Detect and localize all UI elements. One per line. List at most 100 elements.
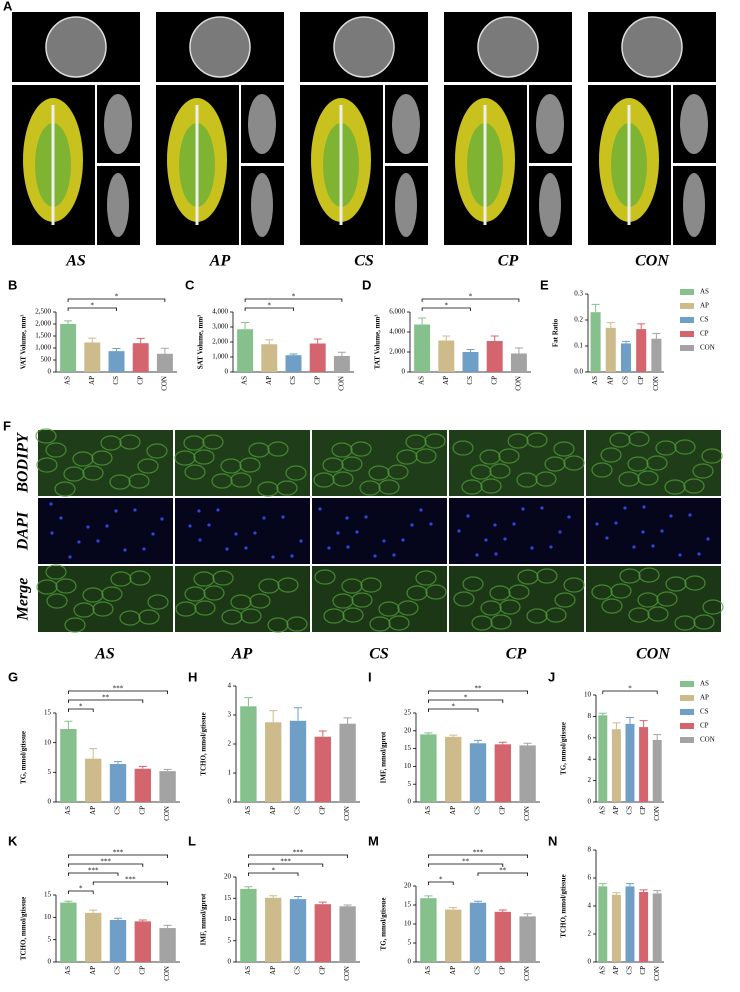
- adipocyte: [405, 434, 427, 450]
- adipocyte: [193, 449, 215, 465]
- bar: [420, 898, 437, 962]
- adipocyte: [674, 439, 696, 455]
- legend-label: AS: [700, 680, 709, 688]
- bar: [494, 744, 511, 802]
- nucleus: [373, 554, 377, 558]
- nucleus: [632, 545, 636, 549]
- adipocyte: [368, 465, 390, 481]
- significance-bracket: [67, 307, 117, 311]
- ct-sagittal-body: [107, 173, 129, 237]
- y-tick-label: 10: [44, 738, 52, 746]
- y-axis-label: SAT Volume, mm³: [197, 315, 205, 370]
- nucleus: [216, 508, 220, 512]
- nucleus: [475, 553, 479, 557]
- error-bar: [612, 892, 621, 895]
- adipocyte: [82, 465, 104, 481]
- adipocyte: [601, 598, 623, 614]
- bar: [469, 743, 487, 802]
- x-tick-label: AP: [612, 806, 620, 815]
- x-tick-label: CON: [523, 806, 531, 821]
- y-tick-label: 2: [588, 776, 592, 784]
- y-tick-label: 8: [588, 712, 592, 720]
- nucleus: [429, 522, 433, 526]
- x-tick-label: AP: [89, 966, 97, 975]
- y-tick-label: 4: [588, 902, 592, 910]
- bar: [85, 912, 102, 962]
- y-tick-label: 0: [48, 958, 52, 966]
- ct-sagittal-body: [395, 173, 417, 237]
- panel-letter: L: [188, 833, 196, 848]
- error-bar: [64, 900, 73, 903]
- legend-swatch: [680, 345, 694, 351]
- bar: [109, 920, 127, 962]
- significance-bracket: [68, 890, 94, 894]
- error-bar: [64, 320, 73, 324]
- y-tick-label: 4: [228, 682, 232, 690]
- y-tick-label: 0: [48, 798, 52, 806]
- adipocyte: [507, 433, 529, 449]
- adipocyte: [184, 464, 206, 480]
- adipocyte: [110, 571, 132, 587]
- significance-bracket: [428, 708, 479, 712]
- group-label: CS: [369, 646, 389, 663]
- significance-label: ***: [125, 876, 136, 884]
- adipocyte: [239, 457, 261, 473]
- adipocyte: [692, 463, 714, 479]
- adipocyte: [655, 440, 677, 456]
- micrograph: [449, 498, 584, 564]
- bar: [639, 892, 649, 962]
- error-bar: [64, 720, 73, 730]
- adipocyte: [618, 471, 640, 487]
- ct-coronal-body: [536, 94, 564, 154]
- x-tick-label: CP: [490, 376, 498, 385]
- adipocyte: [526, 608, 548, 624]
- significance-bracket: [92, 881, 168, 885]
- x-tick-label: AS: [64, 376, 72, 385]
- significance-bracket: [68, 863, 144, 867]
- error-bar: [163, 768, 172, 772]
- nucleus: [521, 507, 525, 511]
- bar: [625, 886, 635, 962]
- bar: [237, 329, 254, 372]
- y-tick-label: 15: [224, 894, 232, 902]
- adipocyte: [480, 478, 502, 494]
- error-bar: [498, 741, 507, 745]
- adipocyte: [331, 442, 353, 458]
- nucleus: [419, 508, 423, 512]
- nucleus: [401, 538, 405, 542]
- adipocyte: [664, 479, 686, 495]
- micrograph: [175, 498, 310, 564]
- significance-bracket: [248, 863, 324, 867]
- bar: [636, 329, 647, 372]
- x-tick-label: CON: [343, 966, 351, 981]
- error-bar: [269, 895, 278, 898]
- significance-label: *: [115, 293, 119, 301]
- x-tick-label: CON: [653, 806, 661, 821]
- significance-label: **: [499, 867, 507, 875]
- y-tick-label: 500: [41, 356, 52, 364]
- adipocyte: [184, 586, 206, 602]
- adipocyte: [230, 594, 252, 610]
- micrograph: [586, 430, 721, 496]
- adipocyte: [637, 470, 659, 486]
- adipocyte: [82, 587, 104, 603]
- y-axis-label: TG, mmol/gtissue: [20, 731, 28, 784]
- adipocyte: [388, 615, 410, 631]
- bar: [420, 734, 437, 802]
- nucleus: [59, 516, 63, 520]
- legend-swatch: [680, 737, 694, 743]
- x-tick-label: CS: [114, 806, 122, 815]
- significance-bracket: [428, 863, 504, 867]
- y-tick-label: 0: [228, 798, 232, 806]
- significance-label: *: [292, 293, 296, 301]
- x-tick-label: AS: [244, 806, 252, 815]
- nucleus: [567, 515, 571, 519]
- ct-sagittal-body: [683, 173, 705, 237]
- adipocyte: [36, 579, 58, 595]
- significance-label: ***: [293, 849, 304, 857]
- nucleus: [114, 509, 118, 513]
- bar: [85, 758, 102, 802]
- y-tick-label: 5: [48, 935, 52, 943]
- nucleus: [299, 539, 303, 543]
- nucleus: [355, 530, 359, 534]
